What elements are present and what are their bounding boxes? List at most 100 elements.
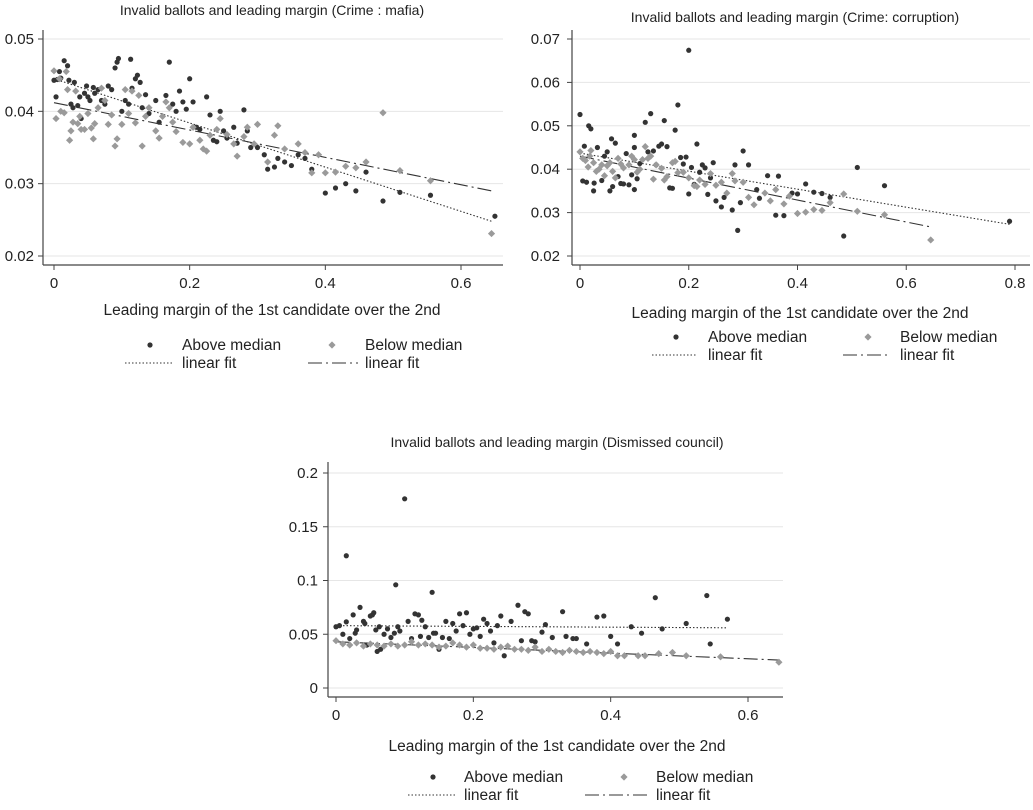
point-below-median <box>693 182 701 191</box>
point-below-median <box>66 136 74 144</box>
point-below-median <box>785 192 793 200</box>
point-above-median <box>732 162 738 168</box>
point-below-median <box>128 87 136 95</box>
point-below-median <box>655 650 663 658</box>
point-above-median <box>756 195 763 201</box>
x-tick-label: 0.2 <box>179 275 200 292</box>
legend-label: linear fit <box>182 355 237 372</box>
point-above-median <box>128 56 134 62</box>
legend-diamond-icon <box>620 773 628 781</box>
point-below-median <box>565 646 574 654</box>
point-above-median <box>650 148 657 154</box>
point-above-median <box>581 143 587 149</box>
point-above-median <box>634 176 640 182</box>
point-above-median <box>170 101 176 107</box>
point-above-median <box>163 92 169 99</box>
fit-line-below <box>53 102 492 192</box>
point-below-median <box>63 86 72 94</box>
point-above-median <box>583 179 590 185</box>
point-below-median <box>230 140 238 148</box>
point-below-median <box>668 648 677 657</box>
point-below-median <box>682 652 690 660</box>
point-below-median <box>270 131 279 139</box>
point-above-median <box>288 162 295 169</box>
legend-label: Below median <box>656 769 753 786</box>
point-above-median <box>153 97 159 104</box>
point-above-median <box>371 610 377 616</box>
point-below-median <box>652 161 660 169</box>
point-below-median <box>793 209 802 218</box>
point-below-median <box>108 111 116 119</box>
point-above-median <box>439 634 446 641</box>
point-above-median <box>241 107 247 113</box>
point-above-median <box>539 629 545 635</box>
point-below-median <box>353 639 361 647</box>
point-below-median <box>91 120 99 128</box>
point-above-median <box>275 155 281 161</box>
point-above-median <box>487 628 494 634</box>
point-above-median <box>248 144 254 151</box>
point-above-median <box>426 634 432 641</box>
scatter-chart-1: 0.02 0.03 0.04 0.05 0 0.2 0.4 0.6 Invalid ballot… <box>5 2 503 372</box>
y-tick-label: 0.02 <box>531 248 560 265</box>
point-below-median <box>301 148 309 157</box>
y-tick-label: 0.05 <box>289 626 318 643</box>
x-tick-label: 0 <box>332 707 340 724</box>
point-below-median <box>196 136 204 144</box>
point-below-median <box>524 646 532 654</box>
point-below-median <box>497 643 505 651</box>
point-below-median <box>853 207 861 215</box>
point-above-median <box>395 624 401 630</box>
point-above-median <box>686 47 692 53</box>
point-above-median <box>271 164 278 170</box>
point-below-median <box>145 104 153 112</box>
point-above-median <box>376 624 382 630</box>
point-above-median <box>626 182 632 188</box>
point-above-median <box>354 627 360 633</box>
point-above-median <box>244 128 250 134</box>
point-above-median <box>66 77 72 83</box>
point-below-median <box>172 127 180 136</box>
point-above-median <box>261 152 267 158</box>
point-below-median <box>641 652 649 660</box>
point-above-median <box>56 68 63 75</box>
point-above-median <box>146 110 152 117</box>
point-above-median <box>811 189 817 195</box>
point-above-median <box>457 611 463 617</box>
point-above-median <box>102 101 108 107</box>
point-above-median <box>343 181 349 187</box>
point-above-median <box>422 624 428 630</box>
point-above-median <box>357 604 363 610</box>
point-above-median <box>176 88 183 94</box>
point-below-median <box>379 109 387 117</box>
point-below-median <box>94 104 102 112</box>
point-below-median <box>314 151 323 159</box>
point-above-median <box>75 102 81 109</box>
point-above-median <box>112 65 118 71</box>
point-above-median <box>429 589 435 595</box>
point-above-median <box>81 90 88 96</box>
point-above-median <box>460 623 466 629</box>
point-above-median <box>432 630 439 636</box>
point-above-median <box>481 616 487 622</box>
chart-title: Invalid ballots and leading margin (Crim… <box>631 9 959 25</box>
point-above-median <box>380 198 386 204</box>
point-below-median <box>818 206 826 215</box>
point-above-median <box>705 191 711 197</box>
point-above-median <box>134 72 141 78</box>
x-tick-label: 0.6 <box>451 275 472 292</box>
point-above-median <box>336 623 343 629</box>
point-below-median <box>772 185 780 194</box>
point-above-median <box>794 191 801 197</box>
point-above-median <box>631 186 637 193</box>
point-above-median <box>549 634 555 641</box>
point-below-median <box>712 181 720 189</box>
point-below-median <box>490 645 498 653</box>
point-below-median <box>717 178 725 186</box>
point-below-median <box>240 133 248 141</box>
x-tick-label: 0.4 <box>787 275 808 292</box>
point-above-median <box>343 553 349 559</box>
point-above-median <box>220 128 227 134</box>
point-above-median <box>419 617 425 623</box>
